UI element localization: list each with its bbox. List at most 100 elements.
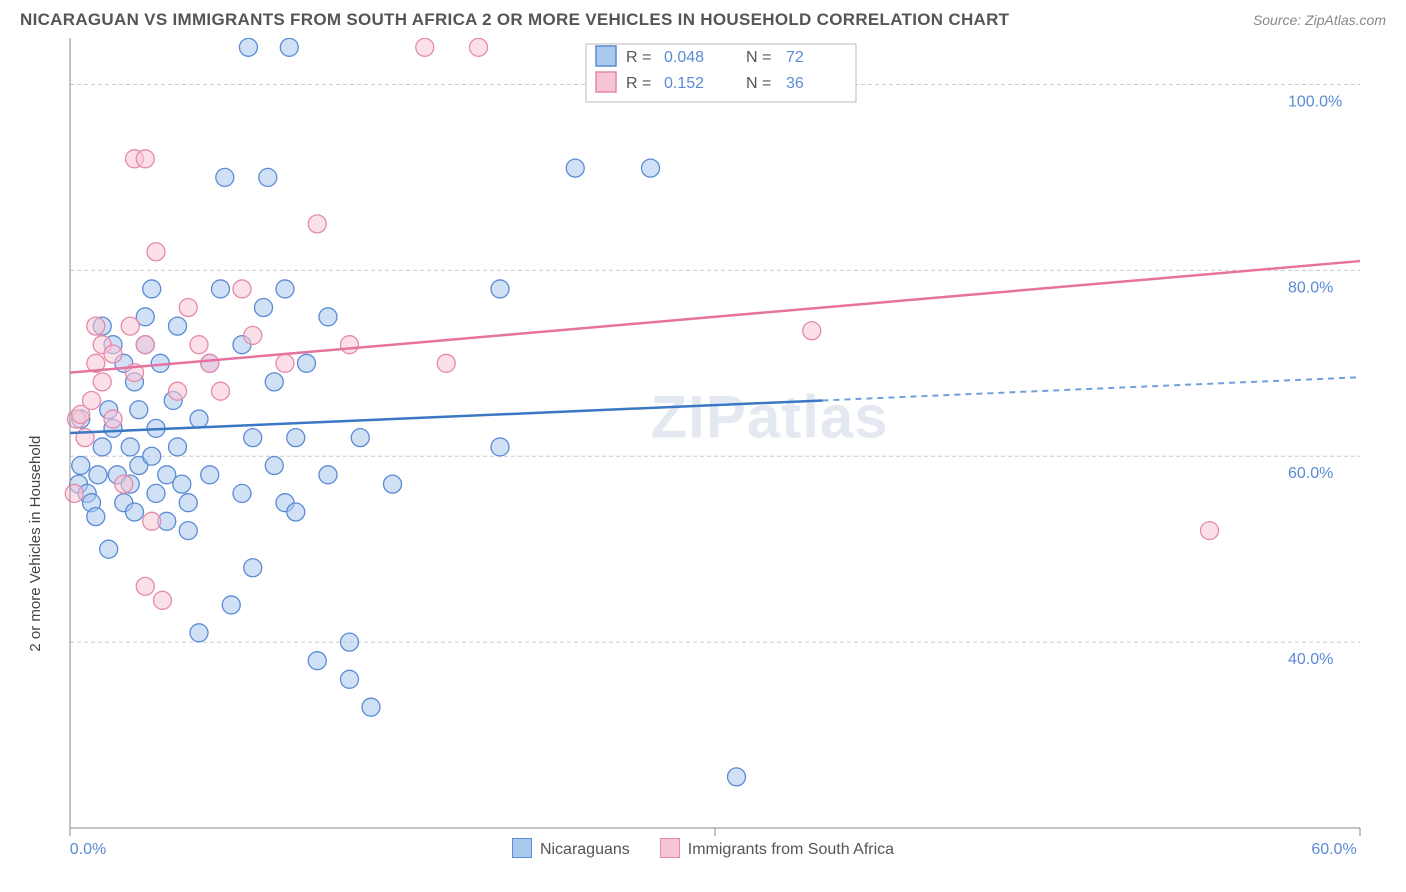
point-pink xyxy=(416,38,434,56)
chart-area: 40.0%60.0%80.0%100.0%ZIPatlas0.0%60.0%2 … xyxy=(20,38,1386,858)
y-tick-label: 100.0% xyxy=(1288,93,1342,110)
point-blue xyxy=(173,475,191,493)
point-blue xyxy=(362,698,380,716)
point-blue xyxy=(244,429,262,447)
point-pink xyxy=(201,354,219,372)
point-blue xyxy=(100,540,118,558)
legend-n-label: N = xyxy=(746,75,771,92)
legend-bottom-label: Immigrants from South Africa xyxy=(688,841,894,858)
legend-bottom: Nicaraguans Immigrants from South Africa xyxy=(20,838,1386,859)
legend-r-value: 0.048 xyxy=(664,49,704,66)
point-blue xyxy=(87,508,105,526)
point-blue xyxy=(308,652,326,670)
point-blue xyxy=(190,410,208,428)
point-pink xyxy=(147,243,165,261)
point-blue xyxy=(89,466,107,484)
y-tick-label: 40.0% xyxy=(1288,651,1333,668)
legend-swatch xyxy=(596,46,616,66)
legend-n-value: 72 xyxy=(786,49,804,66)
source-label: Source: ZipAtlas.com xyxy=(1253,12,1386,28)
legend-r-label: R = xyxy=(626,75,651,92)
point-blue xyxy=(121,438,139,456)
y-tick-label: 60.0% xyxy=(1288,465,1333,482)
watermark: ZIPatlas xyxy=(651,384,889,451)
point-blue xyxy=(212,280,230,298)
point-blue xyxy=(384,475,402,493)
point-pink xyxy=(244,326,262,344)
point-blue xyxy=(265,457,283,475)
point-blue xyxy=(130,401,148,419)
point-pink xyxy=(87,317,105,335)
point-pink xyxy=(341,336,359,354)
legend-swatch xyxy=(512,838,532,858)
point-blue xyxy=(201,466,219,484)
scatter-chart: 40.0%60.0%80.0%100.0%ZIPatlas0.0%60.0%2 … xyxy=(20,38,1386,858)
point-pink xyxy=(470,38,488,56)
point-pink xyxy=(169,382,187,400)
point-blue xyxy=(319,466,337,484)
point-pink xyxy=(153,591,171,609)
point-pink xyxy=(233,280,251,298)
point-blue xyxy=(72,457,90,475)
legend-bottom-item: Immigrants from South Africa xyxy=(660,838,894,859)
legend-r-label: R = xyxy=(626,49,651,66)
point-blue xyxy=(169,317,187,335)
point-pink xyxy=(136,150,154,168)
point-blue xyxy=(255,299,273,317)
point-blue xyxy=(280,38,298,56)
legend-r-value: 0.152 xyxy=(664,75,704,92)
point-blue xyxy=(728,768,746,786)
point-blue xyxy=(143,280,161,298)
point-blue xyxy=(341,633,359,651)
point-blue xyxy=(351,429,369,447)
point-blue xyxy=(126,503,144,521)
point-blue xyxy=(233,484,251,502)
point-blue xyxy=(276,280,294,298)
point-blue xyxy=(259,168,277,186)
point-pink xyxy=(143,512,161,530)
point-blue xyxy=(190,624,208,642)
point-blue xyxy=(298,354,316,372)
point-pink xyxy=(104,410,122,428)
legend-swatch xyxy=(596,72,616,92)
point-blue xyxy=(287,429,305,447)
point-pink xyxy=(212,382,230,400)
point-pink xyxy=(308,215,326,233)
point-blue xyxy=(319,308,337,326)
point-blue xyxy=(244,559,262,577)
point-blue xyxy=(491,438,509,456)
point-blue xyxy=(216,168,234,186)
point-pink xyxy=(104,345,122,363)
point-pink xyxy=(121,317,139,335)
point-blue xyxy=(179,522,197,540)
title-bar: NICARAGUAN VS IMMIGRANTS FROM SOUTH AFRI… xyxy=(0,0,1406,38)
point-blue xyxy=(566,159,584,177)
point-pink xyxy=(276,354,294,372)
legend-bottom-item: Nicaraguans xyxy=(512,838,630,859)
point-blue xyxy=(222,596,240,614)
point-pink xyxy=(179,299,197,317)
point-blue xyxy=(642,159,660,177)
point-pink xyxy=(65,484,83,502)
point-pink xyxy=(437,354,455,372)
legend-bottom-label: Nicaraguans xyxy=(540,841,630,858)
legend-n-value: 36 xyxy=(786,75,804,92)
y-tick-label: 80.0% xyxy=(1288,279,1333,296)
point-blue xyxy=(265,373,283,391)
point-pink xyxy=(83,391,101,409)
y-axis-title: 2 or more Vehicles in Household xyxy=(27,436,44,652)
point-blue xyxy=(143,447,161,465)
point-blue xyxy=(239,38,257,56)
point-pink xyxy=(190,336,208,354)
trendline-blue-extrapolated xyxy=(823,377,1361,400)
legend-swatch xyxy=(660,838,680,858)
point-pink xyxy=(1201,522,1219,540)
point-blue xyxy=(491,280,509,298)
point-pink xyxy=(803,322,821,340)
point-blue xyxy=(287,503,305,521)
point-pink xyxy=(136,577,154,595)
point-pink xyxy=(136,336,154,354)
point-pink xyxy=(93,373,111,391)
point-blue xyxy=(93,438,111,456)
point-blue xyxy=(169,438,187,456)
